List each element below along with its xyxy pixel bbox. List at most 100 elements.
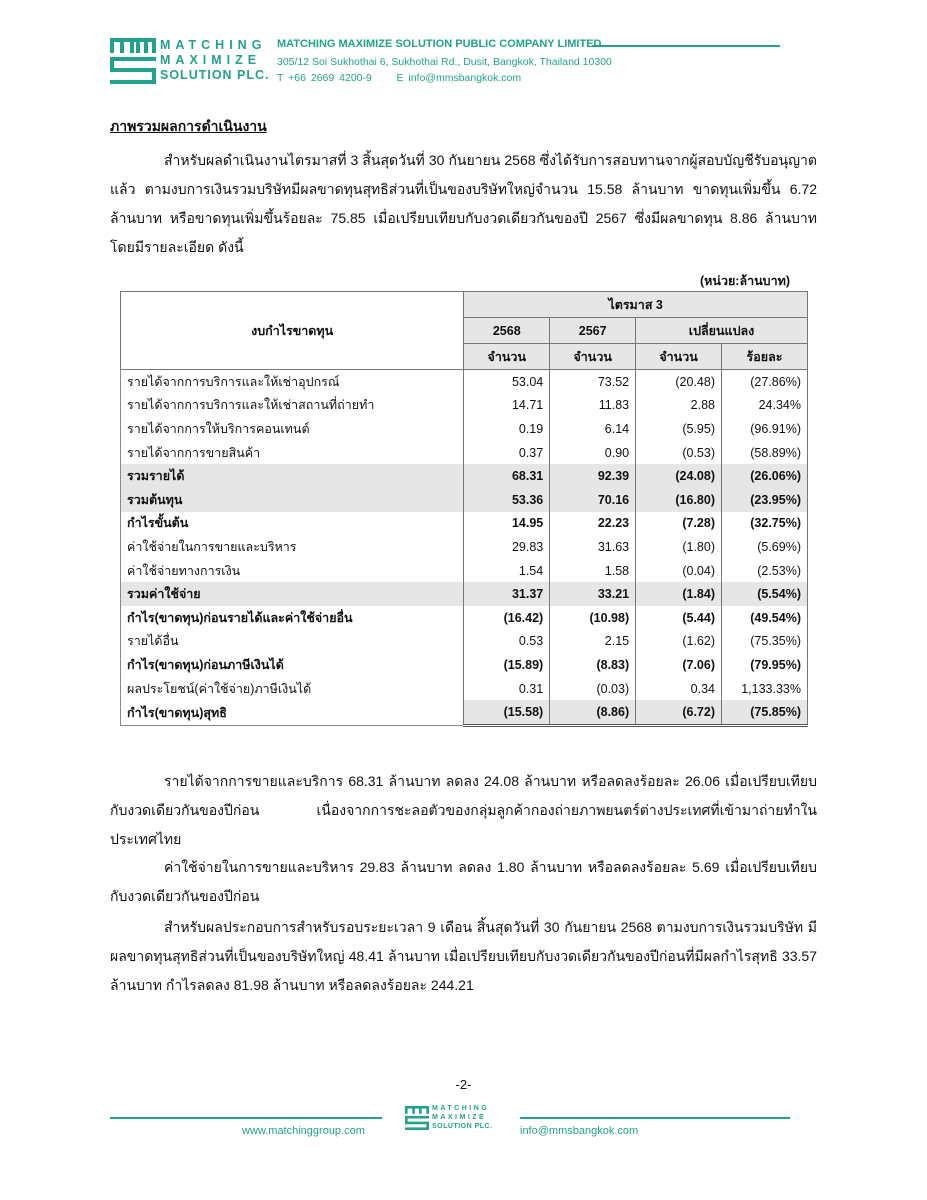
row-label: กำไร(ขาดทุน)ก่อนภาษีเงินได้ [127,657,284,672]
change-amount: (1.84) [635,582,722,606]
value-2568: (15.89) [463,653,551,677]
row-label: รายได้จากการบริการและให้เช่าอุปกรณ์ [127,374,340,389]
company-phone: T +66 2669 4200-9 [277,72,372,84]
change-amount: (5.95) [635,417,722,441]
footer-divider-right [520,1117,790,1119]
period-header: ไตรมาส 3 [463,291,808,318]
row-label: รวมต้นทุน [120,487,464,512]
footer-email-link[interactable]: info@mmsbangkok.com [520,1125,639,1137]
table-row: กำไร(ขาดทุน)สุทธิ (15.58) (8.86) (6.72) (75.… [121,700,808,727]
row-label: ค่าใช้จ่ายในการขายและบริหาร [127,539,297,554]
change-percent: 1,133.33% [721,676,808,701]
change-amount: (7.06) [635,653,722,677]
change-amount: (20.48) [635,369,722,394]
section-heading: ภาพรวมผลการดำเนินงาน [110,118,267,134]
table-row: รวมค่าใช้จ่าย 31.37 33.21 (1.84) (5.54%) [120,582,808,606]
row-label: กำไร(ขาดทุน)สุทธิ [127,705,227,720]
change-percent: (75.35%) [721,629,808,654]
value-2567: 73.52 [549,369,637,394]
footer-logo [405,1106,429,1130]
change-amount: (1.80) [635,535,722,559]
change-percent: 24.34% [721,393,808,418]
nine-month-paragraph: สำหรับผลประกอบการสำหรับรอบระยะเวลา 9 เดื… [110,919,817,993]
table-row: กำไร(ขาดทุน)ก่อนภาษีเงินได้ (15.89) (8.83)… [121,653,808,677]
change-amount: (6.72) [635,700,722,727]
table-row: ค่าใช้จ่ายทางการเงิน 1.54 1.58 (0.04) (2.53%… [121,558,808,583]
page-number: -2- [455,1077,472,1092]
row-label: รายได้อื่น [127,634,179,649]
percent-header: ร้อยละ [721,343,808,370]
value-2568: 31.37 [463,582,551,606]
change-header: เปลี่ยนแปลง [635,317,808,344]
value-2567: 2.15 [549,629,637,654]
value-2567: 6.14 [549,417,637,441]
value-2568: 29.83 [463,535,551,559]
table-row: รวมรายได้ 68.31 92.39 (24.08) (26.06%) [120,464,808,488]
company-logo [110,38,156,84]
table-row: รายได้จากการให้บริการคอนเทนต์ 0.19 6.14 (5.… [121,417,808,441]
value-2567: 31.63 [549,535,637,559]
value-2567: 11.83 [549,393,637,418]
change-percent: (58.89%) [721,440,808,465]
footer-logo-wordmark: MATCHING MAXIMIZE SOLUTION PLC. [432,1105,493,1130]
value-2568: 53.04 [463,369,551,394]
change-amount: 2.88 [635,393,722,418]
company-address: 305/12 Soi Sukhothai 6, Sukhothai Rd., D… [277,56,612,68]
change-percent: (5.69%) [721,535,808,559]
value-2568: 68.31 [463,464,551,488]
value-2567: (0.03) [549,676,637,701]
footer-divider-left [110,1117,382,1119]
amount-header: จำนวน [635,343,722,370]
expense-paragraph: ค่าใช้จ่ายในการขายและบริหาร 29.83 ล้านบา… [110,859,817,904]
change-percent: (26.06%) [721,464,808,488]
row-label: รายได้จากการให้บริการคอนเทนต์ [127,421,310,436]
change-amount: 0.34 [635,676,722,701]
value-2567: (8.83) [549,653,637,677]
change-amount: (16.80) [635,487,722,512]
value-2568: 53.36 [463,487,551,512]
value-2567: 92.39 [549,464,637,488]
change-percent: (49.54%) [721,605,808,630]
change-percent: (2.53%) [721,558,808,583]
row-label: ค่าใช้จ่ายทางการเงิน [127,563,241,578]
value-2568: 1.54 [463,558,551,583]
change-percent: (32.75%) [721,511,808,536]
change-amount: (24.08) [635,464,722,488]
footer-website-link[interactable]: www.matchinggroup.com [242,1125,365,1137]
value-2568: 0.53 [463,629,551,654]
amount-header: จำนวน [463,343,551,370]
change-amount: (5.44) [635,605,722,630]
value-2568: 0.19 [463,417,551,441]
table-row: รายได้อื่น 0.53 2.15 (1.62) (75.35%) [121,629,808,654]
company-contact: T +66 2669 4200-9 E info@mmsbangkok.com [277,72,521,84]
change-amount: (1.62) [635,629,722,654]
row-label: รายได้จากการขายสินค้า [127,445,261,460]
change-amount: (7.28) [635,511,722,536]
amount-header: จำนวน [549,343,637,370]
company-name: MATCHING MAXIMIZE SOLUTION PUBLIC COMPAN… [277,38,602,50]
table-row: ผลประโยชน์(ค่าใช้จ่าย)ภาษีเงินได้ 0.31 (0.… [121,676,808,701]
row-label: รวมค่าใช้จ่าย [120,582,464,606]
value-2567: 0.90 [549,440,637,465]
table-row: รายได้จากการบริการและให้เช่าอุปกรณ์ 53.04… [121,369,808,394]
value-2567: (8.86) [549,700,637,727]
table-row: กำไรขั้นต้น 14.95 22.23 (7.28) (32.75%) [121,511,808,536]
value-2567: 1.58 [549,558,637,583]
row-label: กำไรขั้นต้น [127,516,189,531]
value-2567: 22.23 [549,511,637,536]
table-row: ค่าใช้จ่ายในการขายและบริหาร 29.83 31.63 (1.… [121,535,808,559]
value-2568: (16.42) [463,605,551,630]
header-divider [592,45,780,47]
change-percent: (23.95%) [721,487,808,512]
value-2567: 33.21 [549,582,637,606]
change-amount: (0.04) [635,558,722,583]
row-label: กำไร(ขาดทุน)ก่อนรายได้และค่าใช้จ่ายอื่น [127,610,353,625]
value-2567: (10.98) [549,605,637,630]
row-header: งบกำไรขาดทุน [119,291,465,370]
row-label: ผลประโยชน์(ค่าใช้จ่าย)ภาษีเงินได้ [127,681,312,696]
value-2568: 0.37 [463,440,551,465]
change-amount: (0.53) [635,440,722,465]
change-percent: (27.86%) [721,369,808,394]
value-2568: 0.31 [463,676,551,701]
value-2568: 14.71 [463,393,551,418]
